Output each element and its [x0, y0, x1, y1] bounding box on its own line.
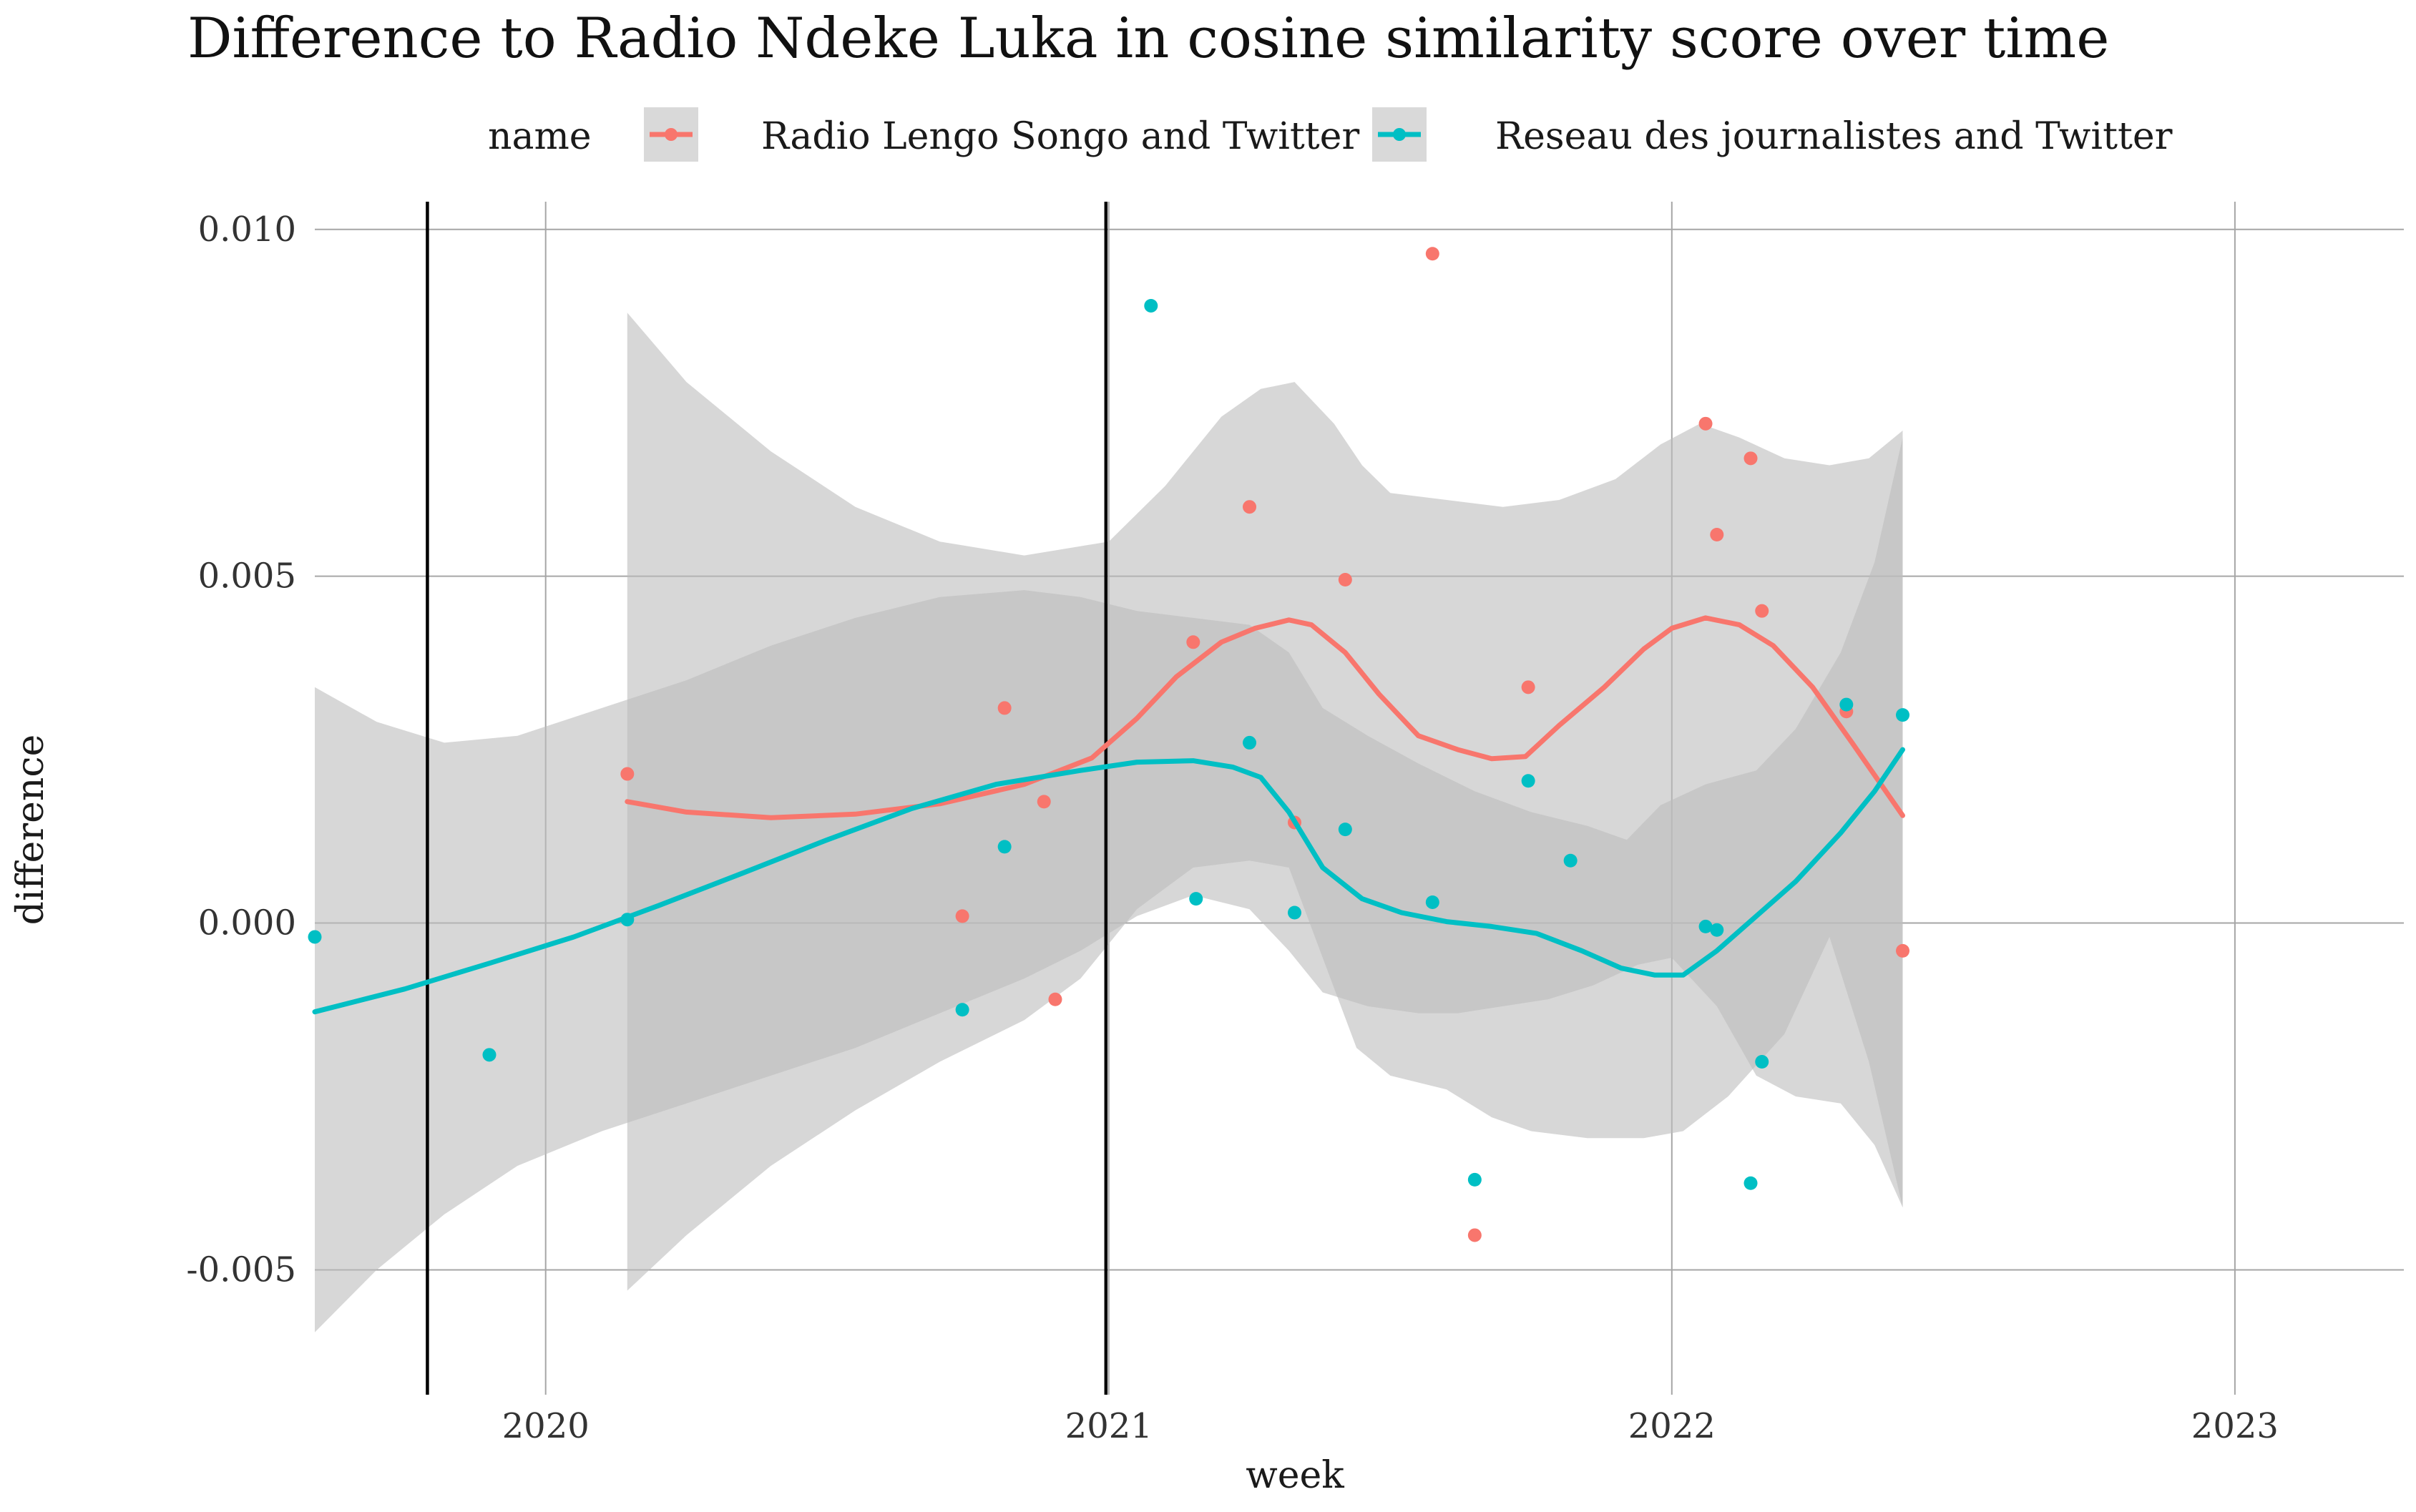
data-point-series-1 — [1189, 892, 1203, 906]
data-point-series-1 — [1698, 919, 1713, 933]
smooth-line-series-0 — [625, 615, 1905, 820]
data-point-series-1 — [1425, 895, 1439, 909]
data-point-series-0 — [620, 767, 635, 781]
data-point-series-1 — [997, 840, 1012, 854]
data-point-series-1 — [1563, 853, 1578, 868]
data-point-series-0 — [1698, 416, 1713, 431]
legend-label: Reseau des journalistes and Twitter — [1495, 115, 2173, 158]
x-tick-label: 2022 — [1628, 1406, 1716, 1446]
confidence-band-series-1 — [315, 437, 1903, 1332]
data-point-series-0 — [1467, 1228, 1482, 1242]
y-axis-ticks: -0.005 0.000 0.005 0.010 — [186, 210, 296, 1290]
data-point-series-0 — [1048, 992, 1062, 1006]
data-point-series-1 — [1743, 1176, 1758, 1190]
y-tick-label: 0.000 — [198, 903, 296, 943]
data-point-series-1 — [1467, 1172, 1482, 1187]
x-axis-ticks: 2020 2021 2022 2023 — [502, 1406, 2279, 1446]
data-point-series-0 — [997, 701, 1012, 715]
data-point-series-0 — [1243, 500, 1257, 514]
confidence-bands — [315, 313, 1903, 1332]
data-point-series-1 — [1243, 735, 1257, 750]
legend-item-radio-lengo-songo: Radio Lengo Songo and Twitter — [644, 107, 1359, 162]
legend-title: name — [488, 115, 592, 158]
y-axis-label: difference — [9, 735, 52, 926]
y-tick-label: 0.010 — [198, 210, 296, 250]
data-point-series-1 — [308, 930, 322, 944]
data-point-series-0 — [1743, 451, 1758, 466]
legend-item-reseau-des-journalistes: Reseau des journalistes and Twitter — [1372, 107, 2173, 162]
x-tick-label: 2021 — [1065, 1406, 1153, 1446]
data-point-series-1 — [1144, 298, 1158, 313]
x-tick-label: 2023 — [2191, 1406, 2279, 1446]
vertical-reference-lines — [426, 202, 1108, 1395]
data-point-series-1 — [1287, 905, 1301, 920]
data-point-series-0 — [1710, 527, 1724, 541]
data-point-series-0 — [955, 909, 969, 923]
data-point-series-1 — [1839, 697, 1854, 712]
data-point-series-1 — [955, 1003, 969, 1017]
data-point-series-1 — [1896, 708, 1910, 722]
smooth-lines — [312, 615, 1905, 1015]
legend-label: Radio Lengo Songo and Twitter — [761, 115, 1359, 158]
data-point-series-0 — [1425, 247, 1439, 261]
data-point-series-1 — [1710, 923, 1724, 937]
y-tick-label: 0.005 — [198, 556, 296, 597]
data-point-series-1 — [482, 1048, 497, 1062]
x-tick-label: 2020 — [502, 1406, 590, 1446]
chart-title: Difference to Radio Ndeke Luka in cosine… — [187, 6, 2109, 71]
data-point-series-0 — [1186, 635, 1200, 649]
legend: name Radio Lengo Songo and Twitter Resea… — [488, 107, 2173, 162]
smooth-line-series-1 — [312, 747, 1905, 1015]
data-point-series-0 — [1037, 795, 1051, 809]
y-tick-label: -0.005 — [186, 1250, 296, 1290]
legend-key-point — [665, 128, 678, 141]
data-point-series-1 — [1521, 774, 1535, 788]
data-point-series-1 — [1755, 1055, 1769, 1069]
data-point-series-1 — [1338, 823, 1352, 837]
x-axis-label: week — [1246, 1454, 1344, 1497]
data-points — [308, 247, 1910, 1242]
legend-key-point — [1393, 128, 1406, 141]
data-point-series-0 — [1896, 943, 1910, 958]
data-point-series-0 — [1755, 604, 1769, 618]
data-point-series-0 — [1338, 573, 1352, 587]
data-point-series-0 — [1521, 680, 1535, 694]
